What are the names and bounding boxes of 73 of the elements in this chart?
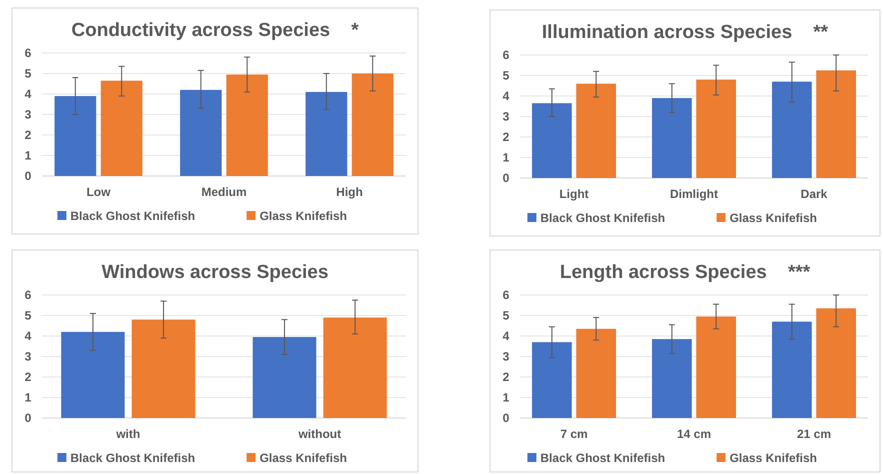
- legend-label: Glass Knifefish: [730, 451, 817, 466]
- bar: [696, 80, 736, 178]
- y-tick-label: 3: [502, 350, 510, 364]
- x-tick-label: 14 cm: [676, 427, 712, 441]
- y-tick-label: 5: [24, 308, 32, 323]
- x-tick-label: Low: [86, 185, 112, 199]
- bar: [323, 318, 387, 418]
- y-tick-label: 6: [24, 46, 32, 60]
- y-tick-label: 3: [24, 108, 32, 122]
- x-tick-label: Dimlight: [670, 187, 718, 201]
- bar: [532, 103, 572, 178]
- bar: [226, 74, 268, 176]
- y-tick-label: 3: [24, 350, 32, 364]
- y-tick-label: 1: [502, 150, 510, 165]
- x-tick-label: Light: [559, 187, 589, 201]
- y-tick-label: 0: [502, 171, 510, 186]
- y-tick-label: 6: [502, 48, 510, 62]
- legend-label: Black Ghost Knifefish: [540, 451, 666, 466]
- bar: [652, 339, 692, 418]
- y-tick-label: 0: [24, 169, 32, 184]
- bar: [54, 96, 96, 176]
- bar: [352, 74, 394, 176]
- bar: [772, 82, 812, 178]
- legend-label: Black Ghost Knifefish: [70, 209, 196, 224]
- bar: [652, 98, 692, 178]
- y-tick-label: 4: [24, 87, 32, 102]
- bar: [180, 90, 222, 176]
- x-tick-label: 21 cm: [796, 427, 832, 441]
- x-tick-label: 7 cm: [560, 427, 588, 441]
- y-tick-label: 5: [502, 308, 510, 323]
- y-tick-label: 4: [502, 329, 510, 344]
- bar: [772, 322, 812, 418]
- legend-label: Glass Knifefish: [260, 451, 347, 466]
- bar: [100, 80, 142, 176]
- bar: [132, 320, 196, 418]
- chart-title: Length across Species ***: [560, 262, 811, 283]
- chart-title: Illumination across Species **: [542, 22, 829, 43]
- bar: [252, 337, 316, 418]
- bar: [816, 70, 856, 178]
- y-tick-label: 1: [24, 390, 32, 405]
- y-tick-label: 5: [502, 68, 510, 83]
- y-tick-label: 2: [24, 370, 32, 384]
- bar: [532, 342, 572, 418]
- bar: [61, 332, 125, 418]
- legend-label: Glass Knifefish: [260, 209, 347, 224]
- chart-title: Windows across Species: [102, 262, 328, 283]
- chart-title: Conductivity across Species *: [71, 20, 360, 41]
- x-tick-label: Dark: [800, 187, 828, 201]
- bar: [576, 328, 616, 418]
- y-tick-label: 0: [24, 411, 32, 426]
- x-tick-label: High: [336, 185, 363, 199]
- y-tick-label: 6: [24, 288, 32, 302]
- legend-label: Black Ghost Knifefish: [70, 451, 196, 466]
- bar: [696, 316, 736, 418]
- y-tick-label: 0: [502, 411, 510, 426]
- y-tick-label: 1: [502, 390, 510, 405]
- bar: [306, 92, 348, 176]
- legend-label: Black Ghost Knifefish: [540, 211, 666, 226]
- y-tick-label: 2: [24, 128, 32, 142]
- y-tick-label: 3: [502, 110, 510, 124]
- y-tick-label: 2: [502, 370, 510, 384]
- y-tick-label: 1: [24, 148, 32, 163]
- y-tick-label: 4: [502, 89, 510, 104]
- legend-label: Glass Knifefish: [730, 211, 817, 226]
- y-tick-label: 6: [502, 288, 510, 302]
- y-tick-label: 2: [502, 130, 510, 144]
- x-tick-label: Medium: [201, 185, 247, 199]
- bar: [816, 308, 856, 418]
- y-tick-label: 5: [24, 66, 32, 81]
- x-tick-label: with: [115, 427, 140, 441]
- y-tick-label: 4: [24, 329, 32, 344]
- bar: [576, 84, 616, 178]
- x-tick-label: without: [297, 427, 342, 441]
